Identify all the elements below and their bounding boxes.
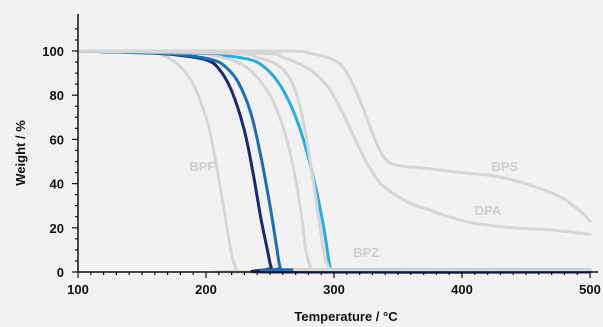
series-label-dpa: DPA [475, 203, 502, 218]
series-line-bpz [76, 49, 592, 272]
x-axis-title: Temperature / °C [294, 309, 398, 324]
y-tick-label: 60 [50, 132, 64, 147]
x-tick-label: 500 [579, 282, 601, 297]
y-tick-label: 100 [42, 44, 64, 59]
x-tick-label: 200 [195, 282, 217, 297]
y-axis-title: Weight / % [13, 120, 28, 186]
y-tick-label: 20 [50, 221, 64, 236]
y-tick-label: 80 [50, 88, 64, 103]
y-tick-label: 40 [50, 177, 64, 192]
series-line-dpa [76, 49, 592, 236]
series-label-bps: BPS [491, 159, 518, 174]
series-line-unlabeled-2 [76, 49, 592, 272]
axes-layer [77, 14, 598, 273]
x-tick-label: 400 [451, 282, 473, 297]
series-label-bpf: BPF [189, 159, 215, 174]
series-line-bps [76, 49, 592, 223]
x-tick-label: 300 [323, 282, 345, 297]
series-line-unlabeled-3 [76, 49, 592, 272]
series-label-bpz: BPZ [353, 245, 379, 260]
series-layer [76, 49, 592, 274]
series-labels-layer: BPF BPZ DPA BPS [189, 159, 518, 260]
y-tick-label: 0 [57, 265, 64, 280]
ticks-layer: 0 20 40 60 80 100 100 200 300 400 500 [42, 28, 601, 297]
x-tick-label: 100 [67, 282, 89, 297]
